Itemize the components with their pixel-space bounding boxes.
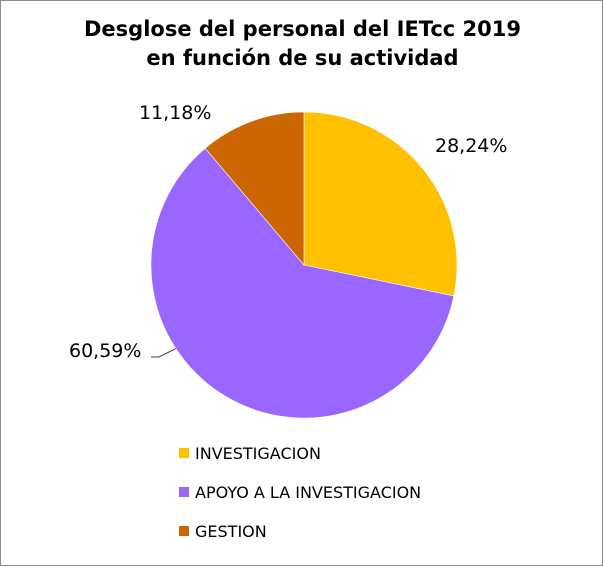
legend-swatch-investigacion: [179, 448, 189, 458]
chart-title: Desglose del personal del IETcc 2019 en …: [1, 15, 603, 73]
data-label-investigacion: 28,24%: [435, 135, 507, 157]
chart-title-line-2: en función de su actividad: [146, 46, 459, 70]
data-labels: 28,24% 60,59% 11,18%: [69, 102, 507, 362]
legend: INVESTIGACION APOYO A LA INVESTIGACION G…: [179, 443, 421, 560]
data-label-gestion: 11,18%: [139, 102, 211, 124]
leader-lines: [151, 348, 177, 358]
chart-title-line-1: Desglose del personal del IETcc 2019: [84, 17, 521, 41]
pie-slice-apoyo-a-la-investigacion: [150, 147, 455, 419]
legend-item-gestion: GESTION: [179, 521, 421, 541]
legend-item-apoyo: APOYO A LA INVESTIGACION: [179, 482, 421, 502]
legend-label-gestion: GESTION: [195, 521, 267, 541]
legend-swatch-apoyo: [179, 487, 189, 497]
pie-slices: [150, 111, 458, 419]
legend-swatch-gestion: [179, 526, 189, 536]
pie-slice-investigacion: [303, 111, 458, 297]
legend-label-investigacion: INVESTIGACION: [195, 443, 321, 463]
pie-slice-gestion: [204, 111, 305, 266]
leader-line-apoyo-a-la-investigacion: [151, 348, 177, 358]
legend-item-investigacion: INVESTIGACION: [179, 443, 421, 463]
legend-label-apoyo: APOYO A LA INVESTIGACION: [195, 482, 422, 502]
data-label-apoyo-a-la-investigacion: 60,59%: [69, 340, 141, 362]
